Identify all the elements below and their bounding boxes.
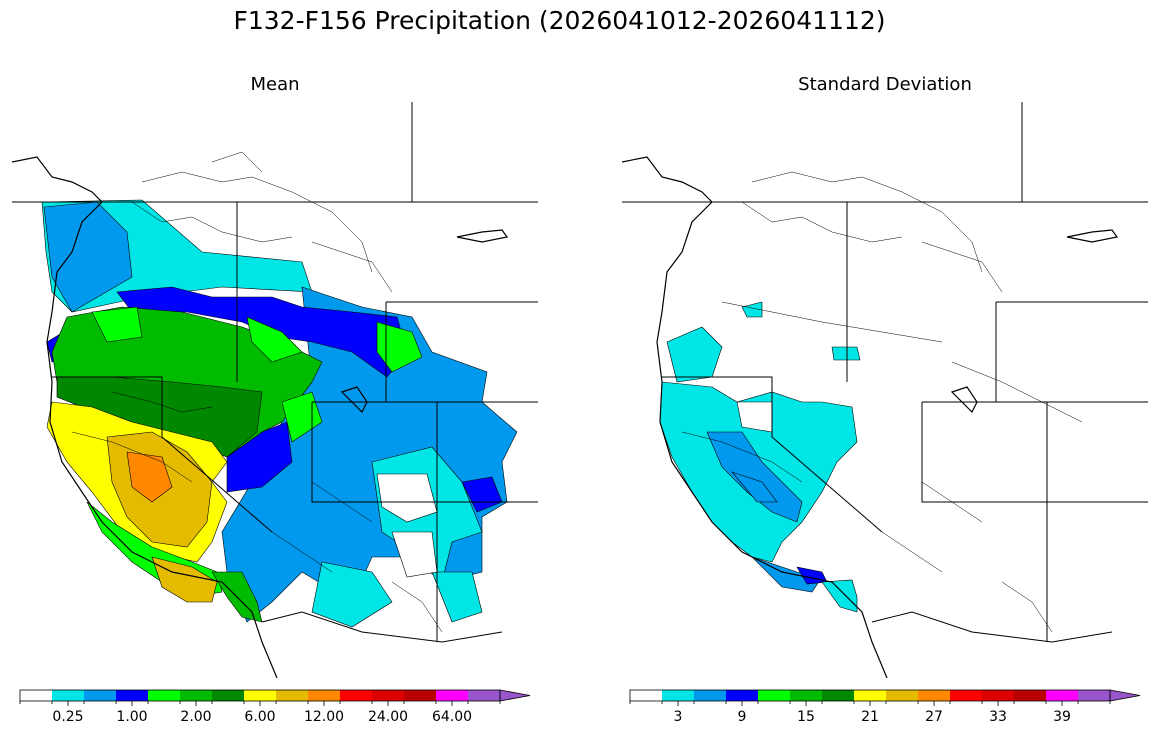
colorbar-segment <box>790 690 822 701</box>
colorbar-segment <box>212 690 244 701</box>
colorbar-segment <box>1014 690 1046 701</box>
colorbar-extend-arrow <box>1109 689 1141 702</box>
colorbar-extend-arrow <box>499 689 531 702</box>
colorbar-segment <box>372 690 404 701</box>
colorbar-segment <box>918 690 950 701</box>
figure-title: F132-F156 Precipitation (2026041012-2026… <box>233 6 886 35</box>
colorbar-segment <box>340 690 372 701</box>
colorbar-tick-label: 21 <box>861 709 879 725</box>
colorbar-segment <box>180 690 212 701</box>
colorbar-segment <box>308 690 340 701</box>
colorbar-segment <box>662 690 694 701</box>
coastline <box>12 156 509 678</box>
colorbar-segment <box>630 690 662 701</box>
colorbar-segment <box>244 690 276 701</box>
colorbar-segment <box>854 690 886 701</box>
colorbar-segment <box>276 690 308 701</box>
stddev-colorbar: 3 9 15 21 27 33 39 <box>629 689 1141 725</box>
colorbar-segment <box>694 690 726 701</box>
basin-outlines <box>681 171 1083 633</box>
state-borders <box>12 102 538 643</box>
colorbar-segment <box>982 690 1014 701</box>
panel-title-stddev: Standard Deviation <box>798 74 972 95</box>
colorbar-segment <box>20 690 52 701</box>
colorbar-segment <box>758 690 790 701</box>
colorbar-tick-label: 27 <box>925 709 943 725</box>
colorbar-segment <box>726 690 758 701</box>
mean-colorbar: 0.25 1.00 2.00 6.00 12.00 24.00 64.00 <box>19 689 531 725</box>
colorbar-tick-label: 24.00 <box>368 709 408 725</box>
colorbar-segment <box>1078 690 1110 701</box>
colorbar-segment <box>822 690 854 701</box>
state-borders <box>622 102 1148 643</box>
panel-title-mean: Mean <box>250 74 300 95</box>
coastline <box>622 156 1119 678</box>
colorbar-tick-label: 2.00 <box>180 709 211 725</box>
colorbar-tick-label: 15 <box>797 709 815 725</box>
colorbar-segment <box>950 690 982 701</box>
colorbar-segment <box>1046 690 1078 701</box>
colorbar-tick-label: 12.00 <box>304 709 344 725</box>
colorbar-tick-label: 9 <box>738 709 747 725</box>
colorbar-tick-label: 39 <box>1053 709 1071 725</box>
colorbar-segment <box>468 690 500 701</box>
mean-map <box>12 102 538 678</box>
stddev-map <box>622 102 1148 678</box>
colorbar-segment <box>116 690 148 701</box>
colorbar-tick-label: 0.25 <box>52 709 83 725</box>
colorbar-segment <box>84 690 116 701</box>
colorbar-segment <box>886 690 918 701</box>
colorbar-segment <box>148 690 180 701</box>
colorbar-tick-label: 33 <box>989 709 1007 725</box>
colorbar-tick-label: 6.00 <box>244 709 275 725</box>
basin-outlines <box>71 151 443 633</box>
precip-mean-shading <box>41 199 518 628</box>
colorbar-segment <box>52 690 84 701</box>
colorbar-tick-label: 64.00 <box>432 709 472 725</box>
colorbar-segment <box>436 690 468 701</box>
colorbar-tick-label: 1.00 <box>116 709 147 725</box>
colorbar-segment <box>404 690 436 701</box>
colorbar-tick-label: 3 <box>674 709 683 725</box>
